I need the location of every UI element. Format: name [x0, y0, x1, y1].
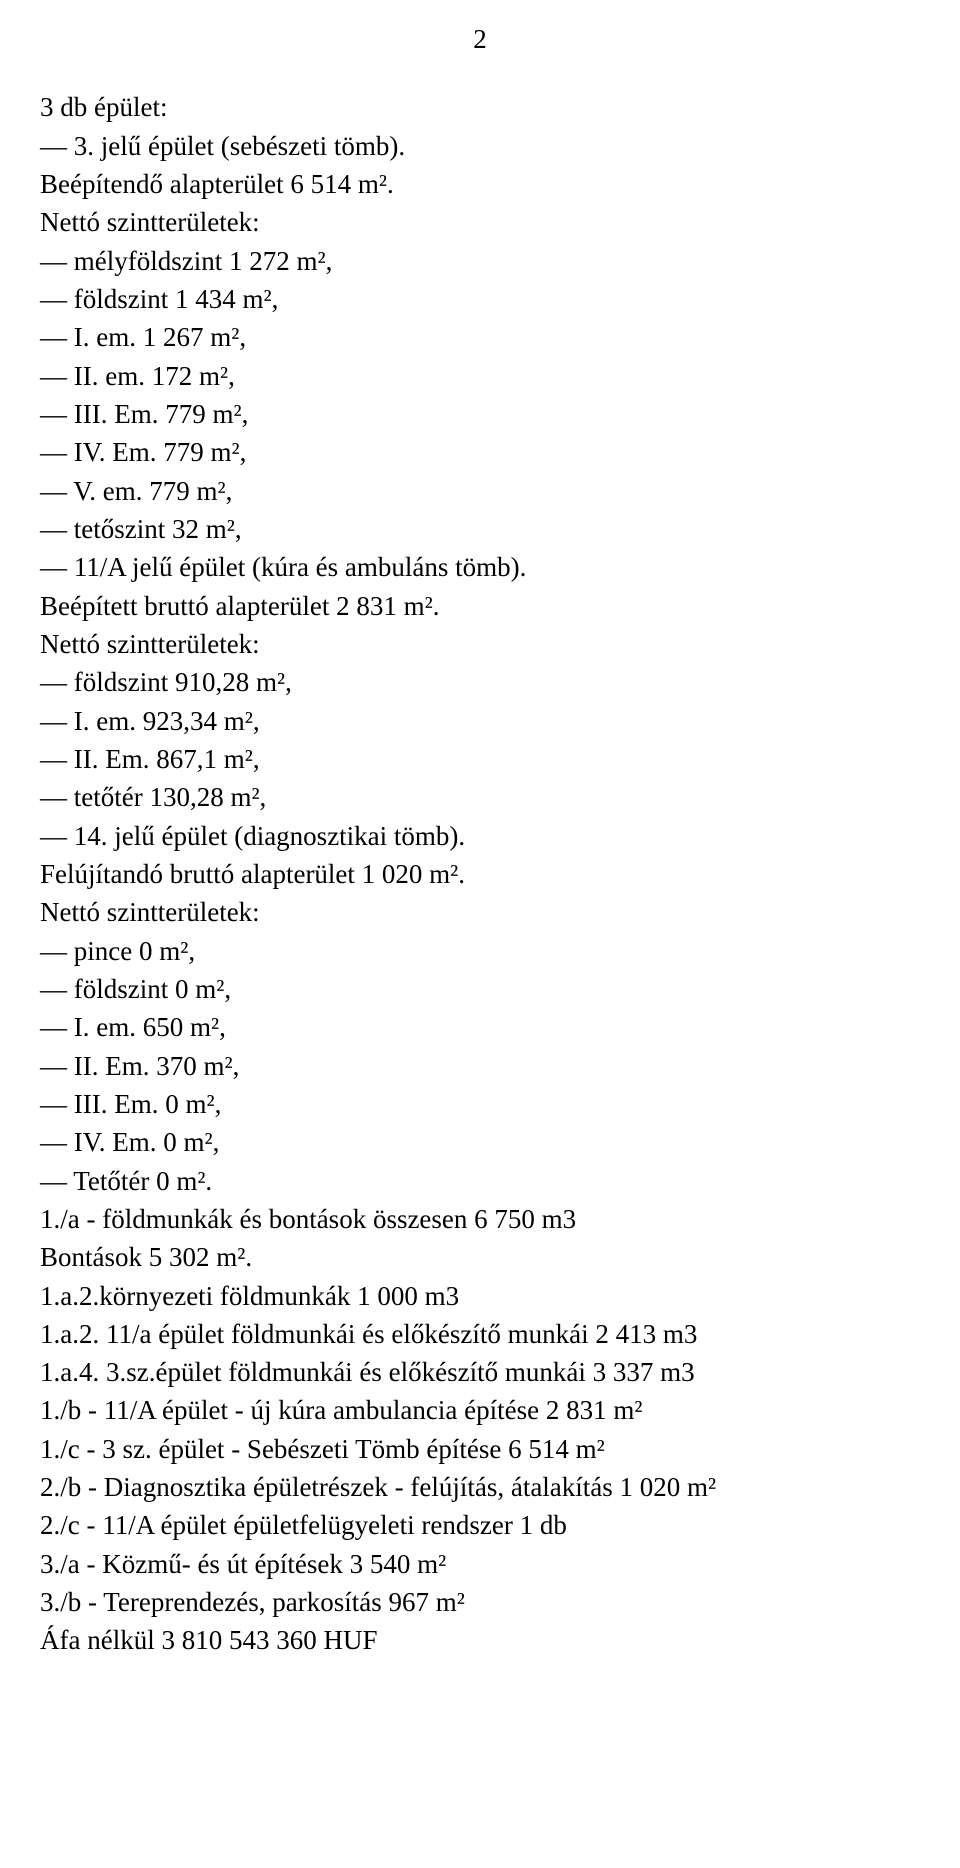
text-line: — I. em. 1 267 m²,: [40, 318, 920, 356]
text-line: — I. em. 923,34 m²,: [40, 702, 920, 740]
document-page: 2 3 db épület:— 3. jelű épület (sebészet…: [0, 0, 960, 1868]
text-line: — III. Em. 779 m²,: [40, 395, 920, 433]
text-line: — tetőszint 32 m²,: [40, 510, 920, 548]
text-line: — pince 0 m²,: [40, 932, 920, 970]
page-number: 2: [40, 20, 920, 58]
text-line: 2./b - Diagnosztika épületrészek - felúj…: [40, 1468, 920, 1506]
text-line: — III. Em. 0 m²,: [40, 1085, 920, 1123]
text-line: — IV. Em. 779 m²,: [40, 433, 920, 471]
text-line: 3./a - Közmű- és út építések 3 540 m²: [40, 1545, 920, 1583]
text-line: 2./c - 11/A épület épületfelügyeleti ren…: [40, 1506, 920, 1544]
text-line: — IV. Em. 0 m²,: [40, 1123, 920, 1161]
text-line: — földszint 0 m²,: [40, 970, 920, 1008]
text-line: Nettó szintterületek:: [40, 625, 920, 663]
document-body: 3 db épület:— 3. jelű épület (sebészeti …: [40, 88, 920, 1659]
text-line: — tetőtér 130,28 m²,: [40, 778, 920, 816]
text-line: — I. em. 650 m²,: [40, 1008, 920, 1046]
text-line: Nettó szintterületek:: [40, 203, 920, 241]
text-line: 3./b - Tereprendezés, parkosítás 967 m²: [40, 1583, 920, 1621]
text-line: 1./a - földmunkák és bontások összesen 6…: [40, 1200, 920, 1238]
text-line: Felújítandó bruttó alapterület 1 020 m².: [40, 855, 920, 893]
text-line: — földszint 910,28 m²,: [40, 663, 920, 701]
text-line: Beépítendő alapterület 6 514 m².: [40, 165, 920, 203]
text-line: — Tetőtér 0 m².: [40, 1162, 920, 1200]
text-line: — földszint 1 434 m²,: [40, 280, 920, 318]
text-line: 1./c - 3 sz. épület - Sebészeti Tömb épí…: [40, 1430, 920, 1468]
text-line: — II. Em. 867,1 m²,: [40, 740, 920, 778]
text-line: — V. em. 779 m²,: [40, 472, 920, 510]
text-line: Nettó szintterületek:: [40, 893, 920, 931]
text-line: — 14. jelű épület (diagnosztikai tömb).: [40, 817, 920, 855]
text-line: — 11/A jelű épület (kúra és ambuláns töm…: [40, 548, 920, 586]
text-line: 1.a.4. 3.sz.épület földmunkái és előkész…: [40, 1353, 920, 1391]
text-line: Bontások 5 302 m².: [40, 1238, 920, 1276]
text-line: — II. em. 172 m²,: [40, 357, 920, 395]
text-line: 1./b - 11/A épület - új kúra ambulancia …: [40, 1391, 920, 1429]
text-line: Áfa nélkül 3 810 543 360 HUF: [40, 1621, 920, 1659]
text-line: Beépített bruttó alapterület 2 831 m².: [40, 587, 920, 625]
text-line: — 3. jelű épület (sebészeti tömb).: [40, 127, 920, 165]
text-line: — II. Em. 370 m²,: [40, 1047, 920, 1085]
text-line: — mélyföldszint 1 272 m²,: [40, 242, 920, 280]
text-line: 1.a.2. 11/a épület földmunkái és előkész…: [40, 1315, 920, 1353]
text-line: 1.a.2.környezeti földmunkák 1 000 m3: [40, 1277, 920, 1315]
text-line: 3 db épület:: [40, 88, 920, 126]
